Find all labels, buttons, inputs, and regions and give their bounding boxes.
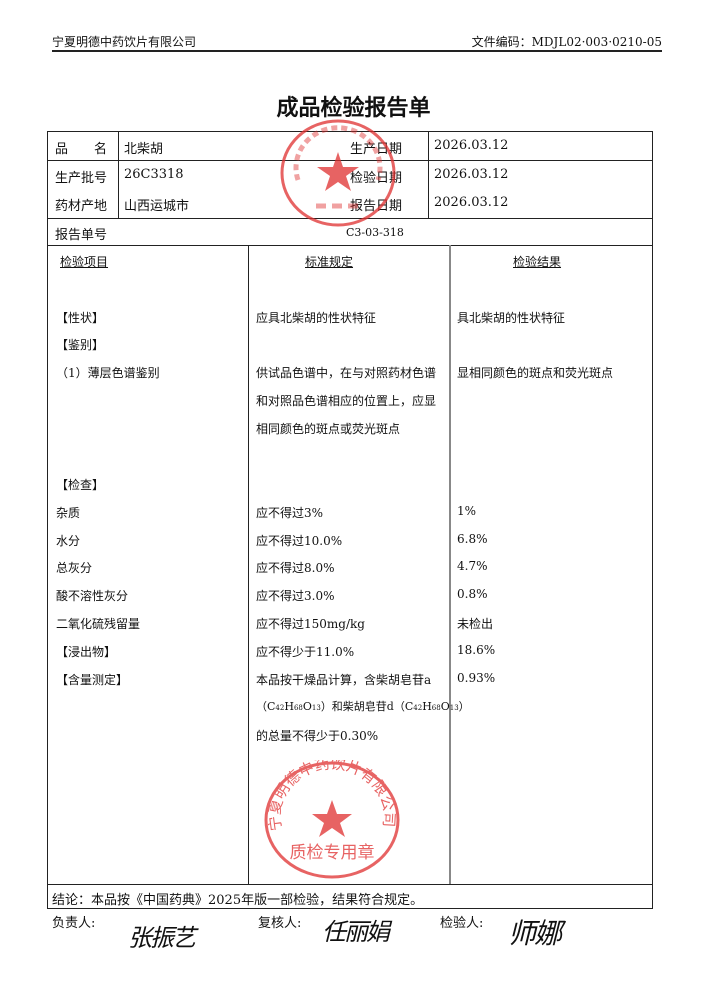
row-result: 0.93% [457, 671, 496, 685]
row-standard: 应不得过8.0% [256, 561, 335, 575]
signature-inspector: 师娜 [508, 917, 562, 950]
svg-text:宁夏明德中药饮片有限公司: 宁夏明德中药饮片有限公司 [266, 760, 399, 832]
product-name: 北柴胡 [124, 142, 164, 157]
label-product-name: 品 名 [55, 142, 108, 157]
row-result: 未检出 [457, 617, 494, 631]
report-date: 2026.03.12 [434, 195, 509, 210]
row-result: 18.6% [457, 643, 496, 657]
row-item: 杂质 [56, 506, 81, 520]
test-date: 2026.03.12 [434, 167, 509, 182]
row-standard: 应不得过10.0% [256, 534, 343, 548]
row-result: 具北柴胡的性状特征 [457, 311, 566, 325]
assay-formula-line: （C42H68O13）和柴胡皂苷d（C42H68O13） [256, 700, 470, 713]
table-border [47, 908, 653, 909]
batch-number: 26C3318 [124, 167, 184, 182]
divider [118, 131, 119, 218]
page-title: 成品检验报告单 [276, 95, 431, 121]
label-origin: 药材产地 [55, 199, 108, 214]
row-item: 【浸出物】 [56, 645, 117, 659]
row-item: （1）薄层色谱鉴别 [56, 366, 160, 380]
label-test-date: 检验日期 [350, 171, 403, 186]
col-header-standard: 标准规定 [305, 255, 354, 269]
label-responsible: 负责人: [52, 916, 96, 931]
row-item: 酸不溶性灰分 [56, 589, 129, 603]
row-item: 【含量测定】 [56, 673, 129, 687]
table-border [47, 131, 653, 132]
row-item: 二氧化硫残留量 [56, 617, 141, 631]
svg-text:质检专用章: 质检专用章 [290, 843, 375, 863]
origin: 山西运城市 [124, 199, 190, 214]
signature-responsible: 张振艺 [128, 924, 196, 952]
row-item: 【鉴别】 [56, 338, 105, 352]
row-standard: 应不得过3.0% [256, 589, 335, 603]
divider [248, 245, 249, 884]
production-date: 2026.03.12 [434, 138, 509, 153]
label-inspector: 检验人: [440, 916, 484, 931]
row-standard: 应不得少于11.0% [256, 645, 355, 659]
divider [449, 245, 451, 884]
row-standard: 应不得过150mg/kg [256, 617, 365, 631]
conclusion: 结论：本品按《中国药典》2025年版一部检验，结果符合规定。 [52, 893, 424, 908]
label-production-date: 生产日期 [350, 142, 403, 157]
row-result: 6.8% [457, 532, 488, 546]
row-standard: 应具北柴胡的性状特征 [256, 311, 377, 325]
qc-stamp: 宁夏明德中药饮片有限公司 质检专用章 [264, 760, 400, 879]
row-standard: 供试品色谱中，在与对照药材色谱 [256, 366, 437, 380]
row-result: 4.7% [457, 559, 488, 573]
table-border [652, 131, 653, 908]
row-standard: 本品按干燥品计算，含柴胡皂苷a [256, 673, 432, 687]
row-result: 0.8% [457, 587, 488, 601]
row-result: 显相同颜色的斑点和荧光斑点 [457, 366, 614, 380]
row-standard: 应不得过3% [256, 506, 324, 520]
row-item: 水分 [56, 534, 81, 548]
doc-code: 文件编码：MDJL02·003·0210-05 [471, 35, 662, 49]
assay-standard-line3: 的总量不得少于0.30% [256, 729, 379, 743]
row-item: 【检查】 [56, 478, 105, 492]
divider [47, 245, 653, 246]
col-header-result: 检验结果 [513, 255, 562, 269]
table-border [47, 131, 48, 908]
row-standard: 相同颜色的斑点或荧光斑点 [256, 422, 401, 436]
label-report-date: 报告日期 [350, 199, 403, 214]
divider [428, 131, 429, 218]
label-report-no: 报告单号 [55, 228, 108, 243]
row-item: 【性状】 [56, 311, 105, 325]
label-batch: 生产批号 [55, 171, 108, 186]
signature-reviewer: 任丽娟 [322, 918, 390, 946]
divider [47, 884, 653, 885]
header-rule [52, 50, 662, 52]
company-name: 宁夏明德中药饮片有限公司 [52, 35, 197, 49]
report-number: C3-03-318 [346, 226, 404, 239]
divider [47, 160, 653, 161]
divider [47, 218, 653, 219]
row-item: 总灰分 [56, 561, 93, 575]
row-standard: 和对照品色谱相应的位置上，应显 [256, 394, 437, 408]
label-reviewer: 复核人: [258, 916, 302, 931]
row-result: 1% [457, 504, 477, 518]
col-header-item: 检验项目 [60, 255, 109, 269]
